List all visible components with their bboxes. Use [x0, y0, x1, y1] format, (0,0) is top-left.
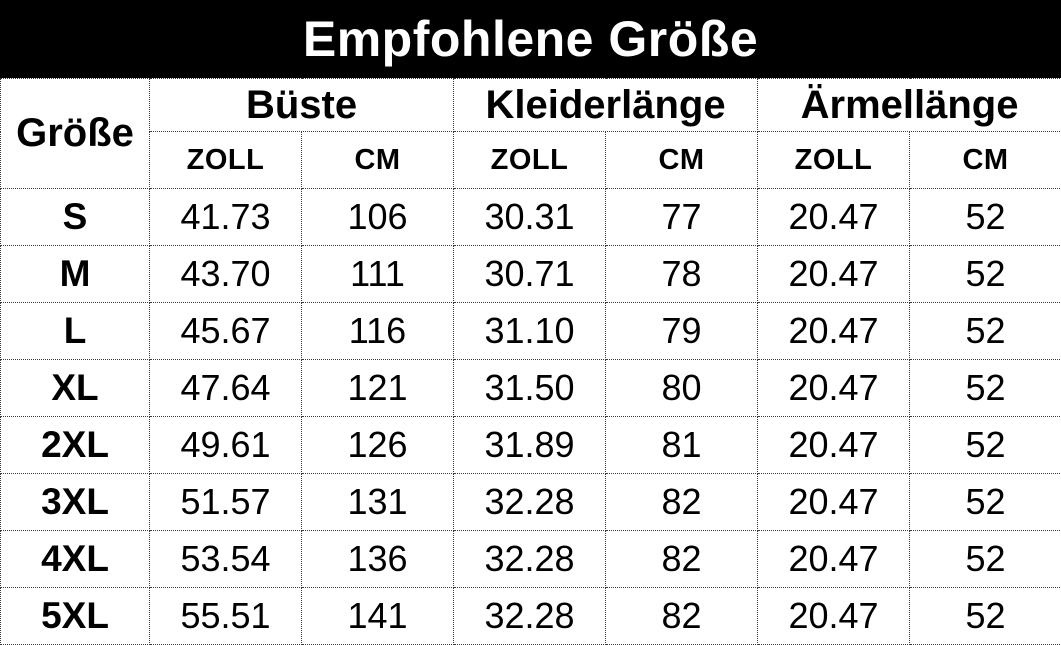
size-label: XL	[1, 360, 150, 417]
size-label: 3XL	[1, 474, 150, 531]
cell-kleiderlaenge-cm: 77	[606, 189, 758, 246]
cell-bueste-cm: 106	[302, 189, 454, 246]
cell-bueste-zoll: 41.73	[150, 189, 302, 246]
cell-kleiderlaenge-zoll: 32.28	[454, 588, 606, 645]
group-header-bueste: Büste	[150, 79, 454, 132]
cell-bueste-cm: 136	[302, 531, 454, 588]
table-row-xl: XL 47.64 121 31.50 80 20.47 52	[1, 360, 1061, 417]
sub-header-row: ZOLL CM ZOLL CM ZOLL CM	[1, 132, 1061, 189]
size-label: S	[1, 189, 150, 246]
cell-aermellaenge-cm: 52	[910, 588, 1061, 645]
cell-kleiderlaenge-zoll: 31.50	[454, 360, 606, 417]
group-header-row: Größe Büste Kleiderlänge Ärmellänge	[1, 79, 1061, 132]
cell-kleiderlaenge-cm: 78	[606, 246, 758, 303]
cell-kleiderlaenge-zoll: 32.28	[454, 474, 606, 531]
table-row-3xl: 3XL 51.57 131 32.28 82 20.47 52	[1, 474, 1061, 531]
cell-kleiderlaenge-cm: 82	[606, 474, 758, 531]
cell-aermellaenge-zoll: 20.47	[758, 417, 910, 474]
size-label: L	[1, 303, 150, 360]
cell-bueste-zoll: 43.70	[150, 246, 302, 303]
cell-kleiderlaenge-cm: 81	[606, 417, 758, 474]
cell-kleiderlaenge-cm: 82	[606, 531, 758, 588]
cell-kleiderlaenge-zoll: 31.10	[454, 303, 606, 360]
table-row-2xl: 2XL 49.61 126 31.89 81 20.47 52	[1, 417, 1061, 474]
cell-aermellaenge-zoll: 20.47	[758, 189, 910, 246]
cell-kleiderlaenge-zoll: 32.28	[454, 531, 606, 588]
cell-aermellaenge-zoll: 20.47	[758, 474, 910, 531]
table-row-l: L 45.67 116 31.10 79 20.47 52	[1, 303, 1061, 360]
cell-bueste-cm: 121	[302, 360, 454, 417]
sub-header-aermellaenge-cm: CM	[910, 132, 1061, 189]
table-row-5xl: 5XL 55.51 141 32.28 82 20.47 52	[1, 588, 1061, 645]
cell-bueste-zoll: 49.61	[150, 417, 302, 474]
cell-bueste-cm: 141	[302, 588, 454, 645]
page-title: Empfohlene Größe	[303, 10, 758, 68]
cell-kleiderlaenge-zoll: 31.89	[454, 417, 606, 474]
cell-bueste-zoll: 53.54	[150, 531, 302, 588]
cell-kleiderlaenge-zoll: 30.31	[454, 189, 606, 246]
cell-aermellaenge-cm: 52	[910, 189, 1061, 246]
cell-aermellaenge-zoll: 20.47	[758, 303, 910, 360]
title-bar: Empfohlene Größe	[0, 0, 1061, 78]
cell-bueste-cm: 126	[302, 417, 454, 474]
table-row-m: M 43.70 111 30.71 78 20.47 52	[1, 246, 1061, 303]
sub-header-kleiderlaenge-cm: CM	[606, 132, 758, 189]
size-label: 5XL	[1, 588, 150, 645]
sub-header-kleiderlaenge-zoll: ZOLL	[454, 132, 606, 189]
cell-aermellaenge-cm: 52	[910, 360, 1061, 417]
sub-header-bueste-cm: CM	[302, 132, 454, 189]
cell-aermellaenge-cm: 52	[910, 246, 1061, 303]
cell-bueste-cm: 116	[302, 303, 454, 360]
cell-aermellaenge-zoll: 20.47	[758, 588, 910, 645]
cell-aermellaenge-cm: 52	[910, 531, 1061, 588]
group-header-kleiderlaenge: Kleiderlänge	[454, 79, 758, 132]
cell-aermellaenge-cm: 52	[910, 474, 1061, 531]
group-header-aermellaenge: Ärmellänge	[758, 79, 1061, 132]
cell-bueste-zoll: 47.64	[150, 360, 302, 417]
cell-bueste-cm: 111	[302, 246, 454, 303]
size-label: 2XL	[1, 417, 150, 474]
cell-kleiderlaenge-zoll: 30.71	[454, 246, 606, 303]
sub-header-bueste-zoll: ZOLL	[150, 132, 302, 189]
cell-kleiderlaenge-cm: 82	[606, 588, 758, 645]
size-column-header: Größe	[1, 79, 150, 189]
table-row-4xl: 4XL 53.54 136 32.28 82 20.47 52	[1, 531, 1061, 588]
cell-aermellaenge-zoll: 20.47	[758, 246, 910, 303]
size-chart-table: Größe Büste Kleiderlänge Ärmellänge ZOLL…	[0, 78, 1061, 645]
size-label: M	[1, 246, 150, 303]
cell-kleiderlaenge-cm: 80	[606, 360, 758, 417]
cell-aermellaenge-cm: 52	[910, 303, 1061, 360]
cell-aermellaenge-zoll: 20.47	[758, 360, 910, 417]
cell-bueste-zoll: 55.51	[150, 588, 302, 645]
cell-aermellaenge-cm: 52	[910, 417, 1061, 474]
cell-bueste-zoll: 45.67	[150, 303, 302, 360]
table-row-s: S 41.73 106 30.31 77 20.47 52	[1, 189, 1061, 246]
cell-bueste-cm: 131	[302, 474, 454, 531]
cell-bueste-zoll: 51.57	[150, 474, 302, 531]
cell-kleiderlaenge-cm: 79	[606, 303, 758, 360]
sub-header-aermellaenge-zoll: ZOLL	[758, 132, 910, 189]
cell-aermellaenge-zoll: 20.47	[758, 531, 910, 588]
size-label: 4XL	[1, 531, 150, 588]
